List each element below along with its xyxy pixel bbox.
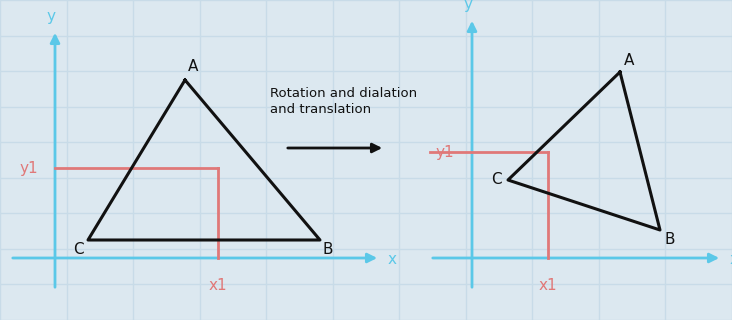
Text: B: B xyxy=(323,242,334,257)
Text: x: x xyxy=(730,252,732,268)
Text: A: A xyxy=(624,53,635,68)
Text: and translation: and translation xyxy=(270,103,371,116)
Text: x1: x1 xyxy=(209,278,228,293)
Text: x1: x1 xyxy=(539,278,557,293)
Text: A: A xyxy=(188,59,198,74)
Text: y: y xyxy=(47,9,56,24)
Text: y: y xyxy=(463,0,472,12)
Text: C: C xyxy=(73,242,84,257)
Text: B: B xyxy=(664,232,674,247)
Text: Rotation and dialation: Rotation and dialation xyxy=(270,87,417,100)
Text: y1: y1 xyxy=(20,161,39,175)
Text: x: x xyxy=(388,252,397,268)
Text: C: C xyxy=(491,172,502,188)
Text: y1: y1 xyxy=(435,145,454,159)
